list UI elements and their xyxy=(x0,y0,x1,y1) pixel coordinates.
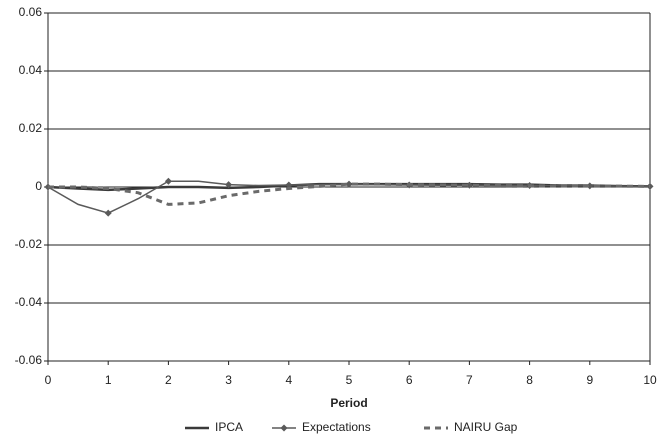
y-tick-label: -0.02 xyxy=(15,237,43,251)
x-tick-label: 2 xyxy=(165,373,172,387)
x-tick-label: 0 xyxy=(45,373,52,387)
legend-marker xyxy=(280,424,288,432)
x-tick-label: 5 xyxy=(346,373,353,387)
x-tick-label: 3 xyxy=(225,373,232,387)
x-tick-label: 1 xyxy=(105,373,112,387)
marker xyxy=(345,180,353,188)
x-tick-label: 10 xyxy=(643,373,657,387)
y-tick-label: 0.02 xyxy=(19,121,43,135)
y-tick-label: -0.04 xyxy=(15,295,43,309)
legend-label: Expectations xyxy=(302,420,371,434)
x-tick-label: 6 xyxy=(406,373,413,387)
marker xyxy=(164,177,172,185)
x-tick-label: 7 xyxy=(466,373,473,387)
marker xyxy=(285,181,293,189)
series-line xyxy=(48,182,651,206)
legend-label: IPCA xyxy=(215,420,243,434)
y-tick-label: 0.06 xyxy=(19,5,43,19)
y-tick-label: 0 xyxy=(35,179,42,193)
legend-label: NAIRU Gap xyxy=(454,420,518,434)
x-tick-label: 9 xyxy=(586,373,593,387)
marker xyxy=(104,209,112,217)
marker xyxy=(465,181,473,189)
marker xyxy=(225,181,233,189)
y-tick-label: 0.04 xyxy=(19,63,43,77)
x-tick-label: 4 xyxy=(285,373,292,387)
x-tick-label: 8 xyxy=(526,373,533,387)
y-tick-label: -0.06 xyxy=(15,353,43,367)
x-axis-label: Period xyxy=(330,396,367,410)
